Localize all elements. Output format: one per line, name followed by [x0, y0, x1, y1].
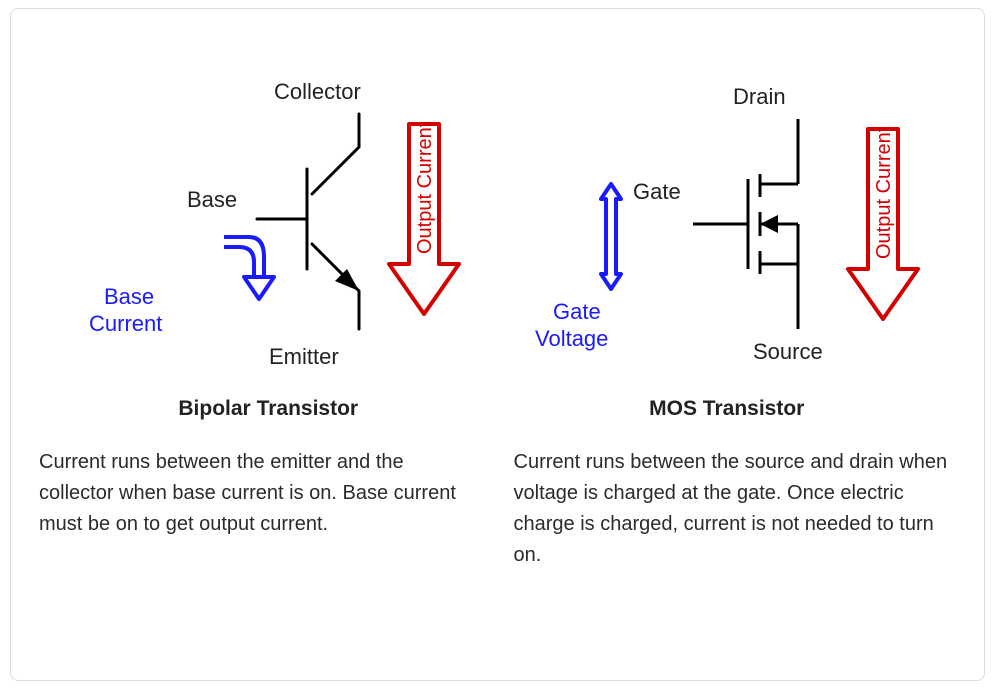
bjt-symbol: [257, 114, 359, 329]
output-current-label: Output Current: [414, 121, 436, 254]
bipolar-svg: Collector Base Emitter: [39, 29, 499, 389]
mos-description: Current runs between the source and drai…: [514, 447, 957, 571]
page: Collector Base Emitter: [0, 0, 995, 689]
gate-voltage-label-line1: Gate: [553, 299, 601, 324]
base-label: Base: [187, 187, 237, 212]
base-current-arrow-icon: [224, 237, 274, 299]
diagram-row: Collector Base Emitter: [39, 29, 956, 389]
bipolar-title: Bipolar Transistor: [39, 397, 498, 421]
bipolar-diagram: Collector Base Emitter: [39, 29, 498, 389]
gate-label: Gate: [633, 179, 681, 204]
base-current-label-line2: Current: [89, 311, 162, 336]
gate-voltage-arrow-icon: [601, 184, 621, 289]
output-current-label: Output Current: [873, 126, 895, 259]
collector-label: Collector: [274, 79, 361, 104]
base-current-label-line1: Base: [104, 284, 154, 309]
emitter-label: Emitter: [269, 344, 339, 369]
description-row: Current runs between the emitter and the…: [39, 447, 956, 571]
mos-title: MOS Transistor: [498, 397, 957, 421]
mos-diagram: Drain Gate Source: [498, 29, 957, 389]
gate-voltage-label-line2: Voltage: [535, 326, 608, 351]
diagram-card: Collector Base Emitter: [10, 8, 985, 681]
title-row: Bipolar Transistor MOS Transistor: [39, 397, 956, 421]
mos-svg: Drain Gate Source: [498, 29, 958, 389]
substrate-arrowhead-icon: [760, 215, 778, 233]
mosfet-symbol: [693, 119, 798, 329]
bipolar-description: Current runs between the emitter and the…: [39, 447, 482, 571]
source-label: Source: [753, 339, 823, 364]
drain-label: Drain: [733, 84, 786, 109]
